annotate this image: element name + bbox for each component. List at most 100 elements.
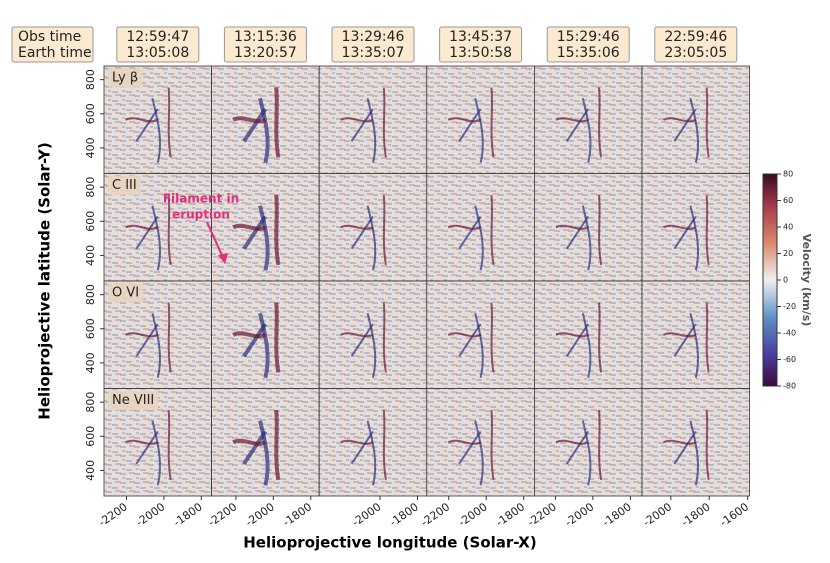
panel-feature bbox=[565, 323, 590, 357]
earth-time: 13:35:07 bbox=[342, 45, 405, 61]
header-box bbox=[439, 26, 523, 63]
panel-feature bbox=[242, 322, 268, 358]
panel-feature bbox=[350, 430, 374, 465]
panel-feature bbox=[242, 215, 268, 250]
colorbar-label: Velocity (km/s) bbox=[800, 234, 813, 327]
x-tick-label: -1800 bbox=[679, 500, 713, 529]
x-tick-label: -1600 bbox=[717, 500, 751, 529]
panel-feature bbox=[490, 302, 495, 373]
y-tick-label: 800 bbox=[84, 69, 97, 90]
panel-feature bbox=[689, 98, 699, 164]
x-tick-label: -2200 bbox=[419, 500, 453, 529]
colorbar-tick-label: -20 bbox=[783, 302, 796, 311]
earth-time: 23:05:05 bbox=[664, 45, 727, 61]
panel-feature bbox=[705, 302, 710, 373]
panel-feature bbox=[581, 313, 592, 379]
x-tick-label: -2200 bbox=[96, 500, 130, 529]
panel-feature bbox=[598, 194, 603, 266]
panel-feature bbox=[151, 313, 161, 379]
y-tick-label: 400 bbox=[84, 460, 97, 481]
obs-time: 15:29:46 bbox=[557, 29, 620, 45]
panel-feature bbox=[258, 205, 270, 271]
colorbar-tick-label: 0 bbox=[783, 276, 788, 285]
panel-feature bbox=[232, 438, 267, 446]
obs-time: 12:59:47 bbox=[126, 29, 189, 45]
panel-feature bbox=[135, 108, 159, 142]
panel-feature bbox=[382, 409, 387, 481]
panel-feature bbox=[447, 117, 482, 123]
panel-feature bbox=[555, 439, 589, 445]
panel-feature bbox=[135, 430, 159, 465]
row-label-box bbox=[108, 283, 144, 303]
earth-time: 13:50:58 bbox=[449, 45, 512, 61]
panel-image bbox=[534, 388, 643, 497]
panel-feature bbox=[167, 87, 172, 158]
panel-feature bbox=[167, 409, 172, 481]
panel-feature bbox=[673, 108, 697, 142]
row-label: Ly β bbox=[112, 71, 138, 86]
row-label: C III bbox=[112, 178, 137, 193]
corner-header: Obs time bbox=[18, 29, 81, 45]
panel-feature bbox=[458, 108, 482, 142]
panel-feature bbox=[350, 215, 374, 250]
annotation-arrowhead bbox=[218, 253, 228, 264]
colorbar-tick-label: 20 bbox=[783, 249, 793, 258]
panel-feature bbox=[366, 313, 377, 379]
x-tick-label: -2200 bbox=[525, 500, 559, 529]
panel-feature bbox=[258, 97, 270, 164]
panel-feature bbox=[447, 332, 482, 338]
x-tick-label: -2000 bbox=[563, 500, 597, 529]
colorbar bbox=[762, 173, 778, 387]
y-tick-label: 400 bbox=[84, 245, 97, 266]
y-axis-label: Helioprojective latitude (Solar-Y) bbox=[36, 142, 54, 419]
panel-feature bbox=[663, 439, 697, 445]
panel-feature bbox=[167, 302, 172, 373]
x-tick-label: -1800 bbox=[600, 500, 634, 529]
panel-feature bbox=[447, 439, 482, 445]
earth-time: 15:35:06 bbox=[557, 45, 620, 61]
header-box bbox=[546, 26, 630, 63]
panel-feature bbox=[705, 194, 710, 266]
panel-feature bbox=[274, 194, 281, 266]
colorbar-tick-label: 60 bbox=[783, 196, 793, 205]
panel-feature bbox=[340, 224, 374, 230]
obs-time: 13:29:46 bbox=[342, 29, 405, 45]
x-tick-label: -2000 bbox=[641, 500, 675, 529]
colorbar-tick-label: -80 bbox=[783, 382, 796, 391]
panel-feature bbox=[366, 420, 377, 486]
panel-feature bbox=[125, 224, 159, 230]
panel-feature bbox=[232, 116, 267, 124]
panel-feature bbox=[151, 420, 161, 486]
panel-feature bbox=[474, 313, 484, 379]
panel-feature bbox=[340, 332, 374, 338]
panel-feature bbox=[125, 332, 159, 338]
panel-feature bbox=[598, 302, 603, 373]
x-axis-label: Helioprojective longitude (Solar-X) bbox=[243, 534, 536, 552]
panel-feature bbox=[663, 332, 697, 338]
row-label: O VI bbox=[112, 286, 139, 301]
panel-feature bbox=[242, 430, 268, 465]
panel-feature bbox=[350, 323, 374, 357]
panel-feature bbox=[581, 205, 592, 271]
panel-feature bbox=[581, 420, 592, 486]
panel-feature bbox=[689, 420, 699, 486]
obs-time: 13:15:36 bbox=[234, 29, 297, 45]
x-tick-label: -1800 bbox=[494, 500, 528, 529]
panel-feature bbox=[274, 302, 281, 373]
panel-feature bbox=[565, 108, 590, 142]
corner-header: Earth time bbox=[18, 45, 92, 61]
panel-feature bbox=[447, 224, 482, 230]
header-box bbox=[654, 26, 738, 63]
panel-feature bbox=[258, 420, 270, 486]
panel-feature bbox=[350, 108, 374, 142]
x-tick-label: -1800 bbox=[387, 500, 421, 529]
x-tick-label: -1800 bbox=[281, 500, 315, 529]
y-tick-label: 800 bbox=[84, 392, 97, 413]
x-tick-label: -2000 bbox=[243, 500, 277, 529]
panel-feature bbox=[151, 205, 161, 271]
panel-feature bbox=[490, 87, 495, 158]
panel-feature bbox=[340, 439, 374, 445]
x-tick-label: -2000 bbox=[456, 500, 490, 529]
panel-feature bbox=[135, 323, 159, 357]
